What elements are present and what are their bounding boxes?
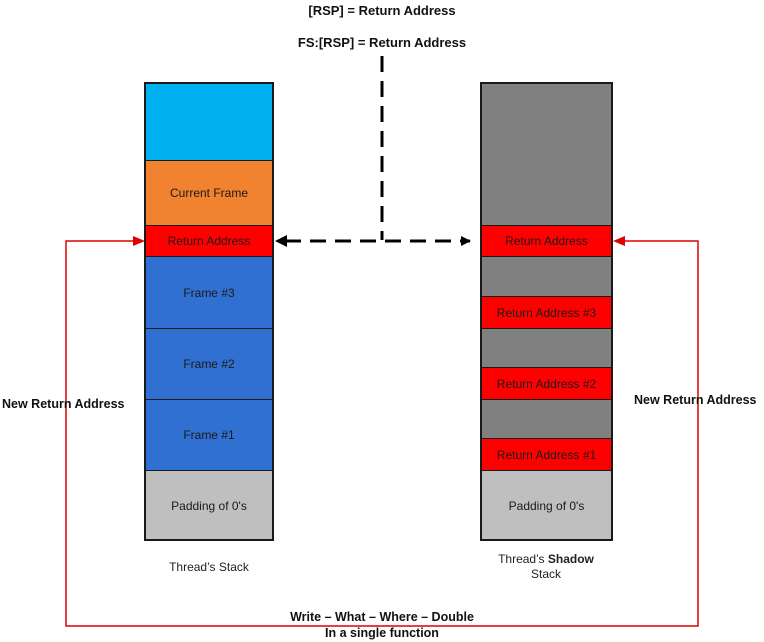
bottom-label-line1: Write – What – Where – Double (0, 610, 764, 624)
red-arrowhead-right (613, 236, 625, 246)
thread-stack-caption: Thread’s Stack (124, 560, 294, 574)
bottom-label-line2: In a single function (0, 626, 764, 640)
shadow-stack-caption: Thread’s Shadow Stack (461, 552, 631, 582)
dashed-arrowhead-left (275, 235, 287, 247)
bottom-line1-text: Write – What – Where – Double (287, 610, 477, 624)
right-new-return-address-label: New Return Address (634, 393, 756, 407)
shadow-stack-border (480, 82, 613, 541)
left-new-return-address-label: New Return Address (2, 397, 124, 411)
shadow-caption-line2: Stack (531, 567, 561, 581)
thread-stack-border (144, 82, 274, 541)
shadow-caption-bold: Shadow (548, 552, 594, 566)
shadow-caption-prefix: Thread’s (498, 552, 548, 566)
